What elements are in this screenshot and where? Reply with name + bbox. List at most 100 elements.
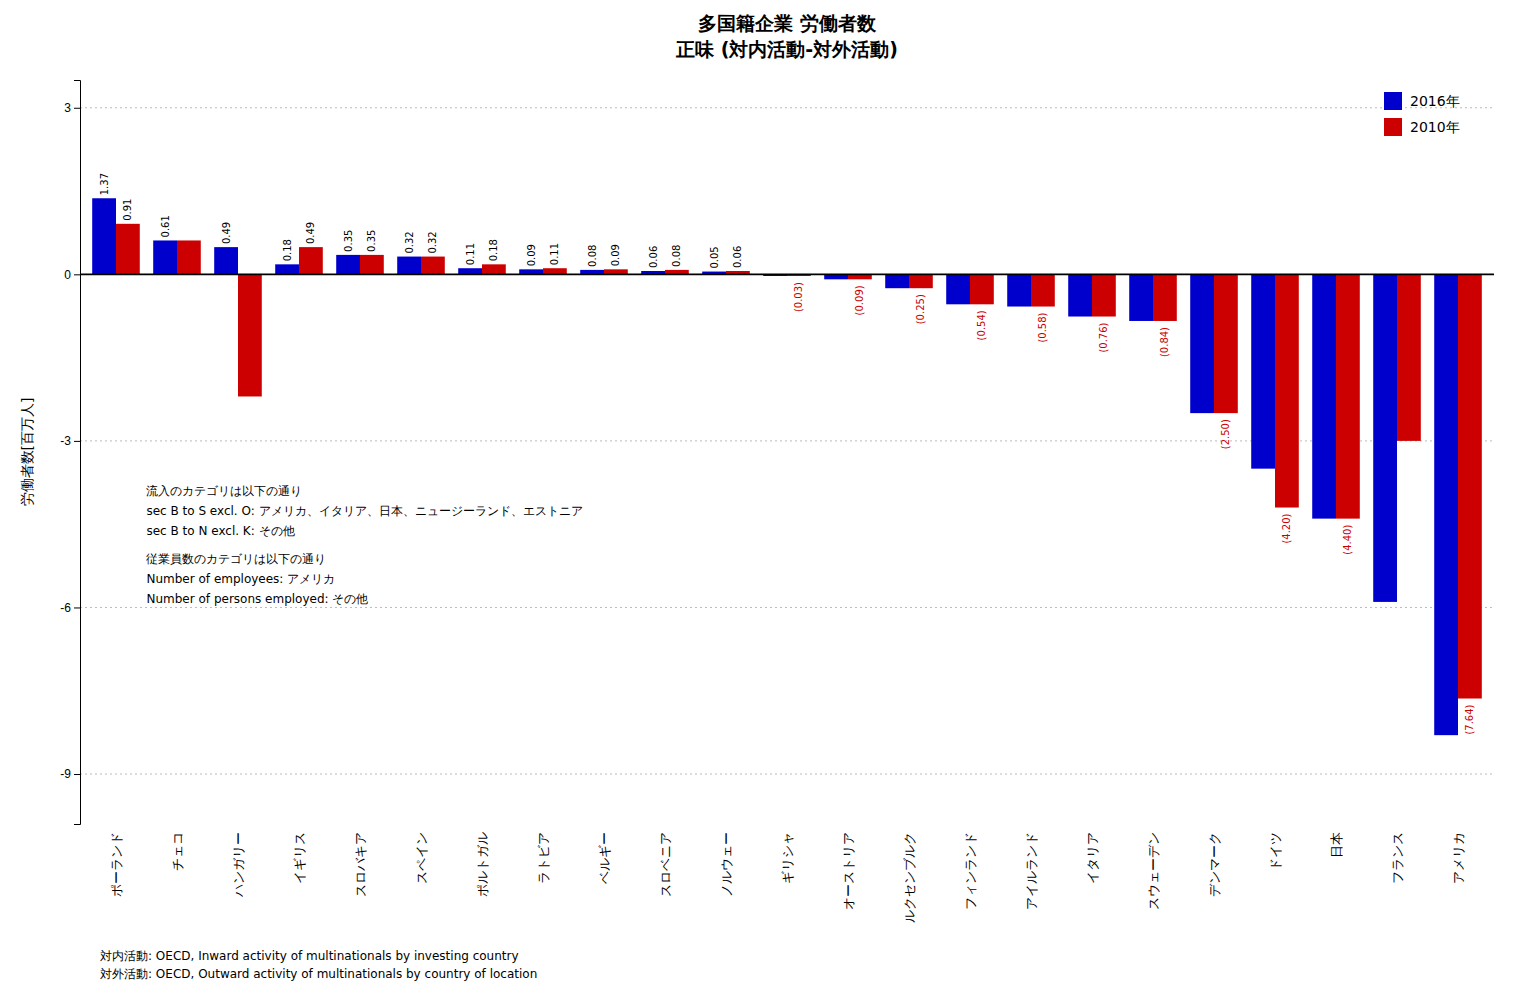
x-tick-label: スロバキア [353,832,368,897]
annotations: 流入のカテゴリは以下の通りsec B to S excl. O: アメリカ、イタ… [146,484,582,606]
data-label: 0.08 [587,245,598,267]
x-tick-label: アメリカ [1451,832,1466,884]
bar [177,240,201,274]
title: 多国籍企業 労働者数 [698,12,877,34]
data-label: 0.18 [282,239,293,261]
legend-item: 2010年 [1384,118,1460,136]
bar [1275,274,1299,507]
bar [946,274,970,304]
data-label: 0.91 [122,199,133,221]
bar [1434,274,1458,735]
x-tick: ルクセンブルク [902,824,917,923]
data-label: 0.09 [610,244,621,266]
x-tick: ポルトガル [475,824,490,897]
x-tick: イタリア [1085,824,1100,884]
bar-series [92,198,1458,735]
bar [153,240,177,274]
grid [80,108,1494,774]
data-label: 0.61 [160,215,171,237]
bar [1068,274,1092,316]
bar [421,257,445,275]
bar [116,224,140,275]
x-tick-label: 日本 [1329,832,1344,858]
bar [336,255,360,274]
bar [299,247,323,274]
x-tick-label: スロベニア [658,832,673,897]
y-tick-mark [74,607,80,608]
x-tick: デンマーク [1207,824,1222,897]
bar [1251,274,1275,468]
x-tick-label: スペイン [414,832,429,884]
x-tick: ギリシャ [780,824,795,884]
x-tick-label: フィンランド [963,832,978,910]
data-label: 0.49 [221,222,232,244]
data-label: 1.37 [99,173,110,195]
x-tick: スロベニア [658,824,673,897]
y-tick-label: 3 [64,101,71,115]
x-tick: スウェーデン [1146,824,1161,910]
legend-label: 2016年 [1410,93,1460,109]
legend-item: 2016年 [1384,92,1460,110]
y-tick-mark [74,274,80,275]
bar [92,198,116,274]
annotation: sec B to N excl. K: その他 [146,524,294,538]
bar [397,257,421,275]
data-label: 0.08 [671,245,682,267]
y-axis: 30-3-6-9 [60,81,80,825]
data-label: 0.49 [305,222,316,244]
grid-line [80,774,1494,775]
x-tick: 日本 [1329,824,1344,858]
x-tick-label: イギリス [292,832,307,884]
bar [238,274,262,396]
data-label: (0.54) [976,310,987,340]
plot: 1.370.610.490.180.350.320.110.090.080.06… [60,81,1494,924]
bars [92,198,1482,735]
bar [458,268,482,274]
grid-line [80,274,1494,275]
legend-label: 2010年 [1410,119,1460,135]
bar [885,274,909,288]
bar [1092,274,1116,316]
x-tick-label: ポルトガル [475,832,490,897]
x-tick: ポーランド [109,824,124,897]
footnote: 対内活動: OECD, Inward activity of multinati… [100,949,519,963]
y-tick-label: 0 [64,268,71,282]
y-tick: -9 [60,767,80,781]
x-tick: フランス [1390,824,1405,884]
x-tick-label: イタリア [1085,832,1100,884]
bar [275,264,299,274]
y-tick-label: -9 [60,767,71,781]
y-tick: 3 [64,101,80,115]
x-tick-label: ギリシャ [780,832,795,884]
x-tick-label: ノルウェー [719,832,734,897]
x-tick: ノルウェー [719,824,734,897]
legend-swatch [1384,92,1402,110]
x-tick: スロバキア [353,824,368,897]
x-tick: ラトビア [536,824,551,884]
data-label: 0.09 [526,244,537,266]
grid-line [80,607,1494,608]
data-label: (0.76) [1098,322,1109,352]
x-tick: オーストリア [841,824,856,910]
y-axis-title: 労働者数[百万人] [19,398,35,507]
data-label: (7.64) [1464,704,1475,734]
zero-line [80,273,1494,275]
bar [482,264,506,274]
data-label: 0.32 [427,231,438,253]
annotation: Number of persons employed: その他 [146,592,368,606]
data-label: (0.03) [793,282,804,312]
x-tick: フィンランド [963,824,978,910]
bar [1312,274,1336,518]
data-labels: 1.370.610.490.180.350.320.110.090.080.06… [99,173,1476,735]
data-label: 0.06 [732,246,743,268]
y-tick-mark [74,441,80,442]
footnote: 対外活動: OECD, Outward activity of multinat… [100,967,537,981]
x-tick-label: アイルランド [1024,832,1039,910]
legend-swatch [1384,118,1402,136]
annotation: Number of employees: アメリカ [146,572,335,586]
data-label: (4.40) [1342,525,1353,555]
bar-series [116,224,1482,699]
x-tick-label: ハンガリー [231,832,246,898]
bar [543,268,567,274]
x-tick-label: ドイツ [1268,832,1283,871]
